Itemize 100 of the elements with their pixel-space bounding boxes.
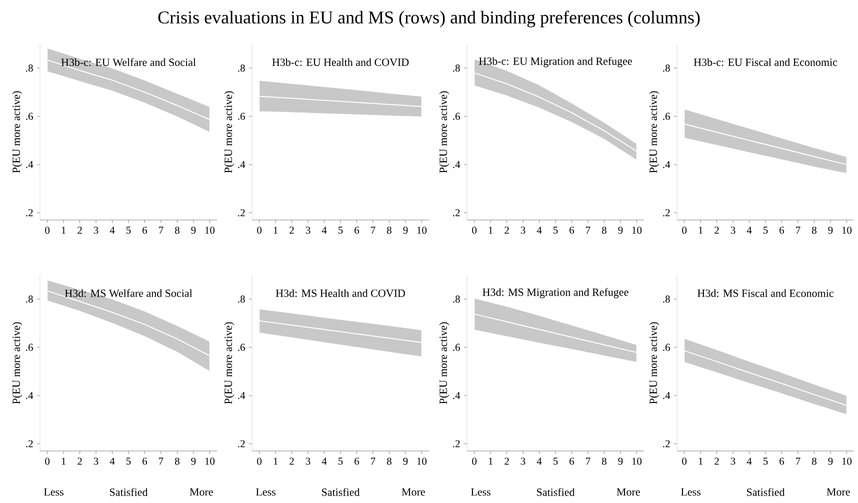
text: H3d: MS Fiscal and Economic — [698, 289, 834, 298]
x-tick-label: 9 — [191, 226, 196, 234]
x-tick-label: 3 — [730, 226, 736, 234]
text: H3d: MS Migration and Refugee — [482, 288, 628, 298]
x-tick-label: 9 — [828, 458, 833, 465]
x-tick-label: 8 — [175, 226, 180, 234]
x-tick-label: 6 — [354, 458, 360, 465]
y-tick-label: .6 — [453, 344, 460, 351]
y-tick-label: .4 — [453, 392, 460, 400]
y-tick-label: .6 — [663, 112, 670, 120]
y-tick-label: .6 — [453, 112, 460, 120]
y-axis-title: P(EU more active) — [649, 322, 660, 404]
text: H3b-c: EU Migration and Refugee — [478, 57, 632, 68]
x-tick-label: 4 — [536, 226, 542, 234]
x-tick-label: 1 — [62, 226, 66, 234]
x-tick-label: 0 — [682, 458, 687, 465]
x-tick-label: 8 — [387, 458, 392, 465]
x-tick-label: 4 — [746, 458, 752, 465]
x-tick-label: 0 — [682, 226, 687, 234]
x-tick-label: 6 — [142, 458, 148, 465]
text: Crisis evaluations in EU and MS (rows) and binding preferences (columns) — [158, 10, 700, 28]
x-tick-label: 10 — [205, 458, 215, 465]
y-axis-title: P(EU more active) — [224, 322, 234, 404]
x-tick-label: 5 — [553, 458, 558, 465]
y-tick-label: .4 — [238, 392, 246, 400]
text: Satisfied — [536, 488, 575, 496]
text: Less — [471, 488, 490, 496]
x-tick-label: 9 — [403, 458, 408, 465]
x-tick-label: 8 — [812, 226, 816, 234]
y-tick-label: .8 — [453, 296, 460, 303]
x-tick-label: 9 — [191, 458, 196, 465]
x-tick-label: 3 — [520, 226, 526, 234]
x-tick-label: 3 — [730, 458, 736, 465]
x-tick-label: 7 — [586, 458, 590, 465]
x-tick-label: 5 — [338, 458, 343, 465]
x-tick-label: 5 — [338, 226, 343, 234]
y-tick-label: .8 — [663, 296, 670, 303]
text: H3b-c: EU Health and COVID — [272, 58, 409, 66]
x-tick-label: 3 — [94, 226, 98, 234]
y-tick-label: .8 — [453, 64, 460, 72]
text: Less — [44, 488, 64, 496]
text: Satisfied — [110, 488, 148, 496]
x-tick-label: 4 — [322, 226, 327, 234]
x-tick-label: 10 — [632, 226, 642, 234]
y-tick-label: .2 — [663, 440, 670, 448]
y-axis-title: P(EU more active) — [439, 91, 450, 173]
x-tick-label: 8 — [812, 458, 816, 465]
x-tick-label: 0 — [472, 458, 477, 465]
x-tick-label: 6 — [780, 226, 784, 234]
x-tick-label: 10 — [842, 226, 852, 234]
x-tick-label: 2 — [714, 458, 719, 465]
x-tick-label: 8 — [602, 226, 606, 234]
x-tick-label: 2 — [290, 458, 294, 465]
y-axis-title: P(EU more active) — [12, 91, 22, 173]
x-tick-label: 1 — [62, 458, 66, 465]
x-tick-label: 10 — [417, 458, 427, 465]
x-tick-label: 3 — [520, 458, 526, 465]
x-tick-label: 7 — [159, 226, 164, 234]
y-tick-label: .2 — [238, 209, 245, 216]
y-tick-label: .2 — [26, 209, 33, 216]
x-tick-label: 3 — [306, 226, 310, 234]
text: Less — [256, 488, 276, 496]
y-axis-title: P(EU more active) — [439, 322, 450, 404]
text: H3b-c: EU Welfare and Social — [61, 58, 196, 66]
y-tick-label: .8 — [26, 296, 33, 303]
x-tick-label: 0 — [257, 458, 262, 465]
x-tick-label: 8 — [387, 226, 392, 234]
x-tick-label: 5 — [553, 226, 558, 234]
text: More — [826, 488, 850, 496]
y-tick-label: .8 — [26, 64, 33, 72]
x-tick-label: 6 — [354, 226, 360, 234]
y-tick-label: .2 — [26, 440, 33, 448]
text: H3d: MS Welfare and Social — [64, 289, 192, 298]
x-tick-label: 2 — [78, 226, 82, 234]
y-tick-label: .6 — [26, 344, 33, 351]
x-tick-label: 7 — [371, 226, 376, 234]
y-tick-label: .2 — [238, 440, 245, 448]
x-tick-label: 2 — [78, 458, 82, 465]
y-tick-label: .4 — [453, 161, 460, 168]
y-tick-label: .8 — [238, 296, 245, 303]
y-tick-label: .4 — [26, 161, 34, 168]
y-tick-label: .6 — [238, 344, 245, 351]
text: H3d: MS Health and COVID — [276, 289, 405, 298]
y-tick-label: .4 — [663, 161, 670, 168]
x-tick-label: 5 — [763, 226, 768, 234]
x-tick-label: 9 — [828, 226, 833, 234]
x-tick-label: 7 — [796, 226, 800, 234]
x-tick-label: 1 — [274, 458, 278, 465]
y-axis-title: P(EU more active) — [12, 322, 22, 404]
text: Satisfied — [746, 488, 785, 496]
x-tick-label: 1 — [698, 226, 703, 234]
x-tick-label: 4 — [746, 226, 752, 234]
x-tick-label: 0 — [472, 226, 477, 234]
x-tick-label: 10 — [842, 458, 852, 465]
text: Less — [681, 488, 700, 496]
y-tick-label: .4 — [238, 161, 246, 168]
y-tick-label: .2 — [453, 209, 460, 216]
x-tick-label: 3 — [94, 458, 98, 465]
x-tick-label: 8 — [175, 458, 180, 465]
x-tick-label: 7 — [796, 458, 800, 465]
